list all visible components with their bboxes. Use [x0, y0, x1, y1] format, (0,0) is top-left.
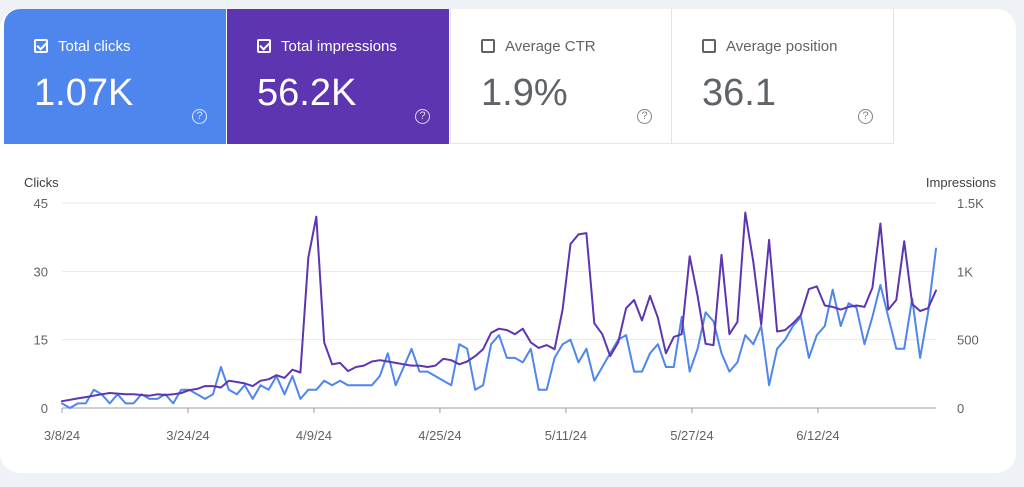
- series-line-impressions: [61, 211, 937, 403]
- metric-label: Total impressions: [281, 38, 397, 55]
- x-tick-label: 4/25/24: [418, 428, 461, 443]
- x-tick-label: 3/8/24: [44, 428, 80, 443]
- checkbox-icon[interactable]: [702, 39, 716, 53]
- y-tick-label-left: 15: [34, 333, 48, 348]
- metric-card-average-ctr[interactable]: Average CTR 1.9% ?: [450, 9, 672, 144]
- metric-value: 36.1: [702, 72, 776, 114]
- metric-value: 56.2K: [257, 72, 357, 114]
- y-tick-label-right: 0: [957, 401, 964, 416]
- series-line-clicks: [61, 247, 937, 409]
- x-tick-label: 3/24/24: [166, 428, 209, 443]
- y-tick-label-right: 500: [957, 333, 979, 348]
- x-tick-label: 4/9/24: [296, 428, 332, 443]
- x-tick-label: 6/12/24: [796, 428, 839, 443]
- metric-card-average-position[interactable]: Average position 36.1 ?: [672, 9, 894, 144]
- help-icon[interactable]: ?: [637, 109, 652, 124]
- help-icon[interactable]: ?: [415, 109, 430, 124]
- metric-card-total-clicks[interactable]: Total clicks 1.07K ?: [4, 9, 226, 144]
- y-axis-title-left: Clicks: [24, 175, 59, 190]
- y-axis-title-right: Impressions: [926, 175, 997, 190]
- y-tick-label-left: 0: [41, 401, 48, 416]
- x-tick-label: 5/27/24: [670, 428, 713, 443]
- metric-value: 1.07K: [34, 72, 134, 114]
- x-tick-label: 5/11/24: [545, 428, 587, 443]
- help-icon[interactable]: ?: [192, 109, 207, 124]
- help-icon[interactable]: ?: [858, 109, 873, 124]
- y-tick-label-left: 45: [34, 196, 48, 211]
- checkbox-icon[interactable]: [257, 39, 271, 53]
- metric-value: 1.9%: [481, 72, 568, 114]
- metric-label: Average CTR: [505, 38, 596, 55]
- checkbox-icon[interactable]: [481, 39, 495, 53]
- y-tick-label-left: 30: [34, 264, 48, 279]
- metric-cards: Total clicks 1.07K ? Total impressions 5…: [0, 9, 1016, 144]
- performance-panel: Total clicks 1.07K ? Total impressions 5…: [0, 9, 1016, 473]
- y-tick-label-right: 1K: [957, 264, 973, 279]
- metric-label: Total clicks: [58, 38, 131, 55]
- metric-card-total-impressions[interactable]: Total impressions 56.2K ?: [227, 9, 449, 144]
- metric-label: Average position: [726, 38, 838, 55]
- y-tick-label-right: 1.5K: [957, 196, 984, 211]
- checkbox-icon[interactable]: [34, 39, 48, 53]
